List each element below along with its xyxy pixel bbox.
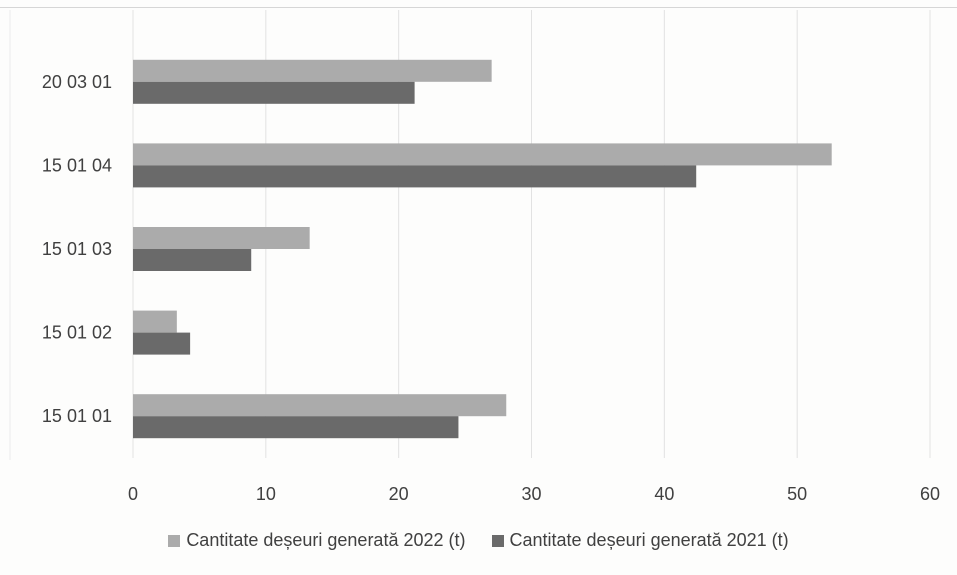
- legend-item-2021: Cantitate deșeuri generată 2021 (t): [491, 530, 789, 551]
- legend-label-2021: Cantitate deșeuri generată 2021 (t): [509, 530, 789, 550]
- bar-20-03-01-series-1: [133, 81, 415, 104]
- category-label-4: 15 01 01: [42, 406, 112, 426]
- legend: Cantitate deșeuri generată 2022 (t) Cant…: [0, 530, 957, 551]
- x-tick-label-40: 40: [654, 484, 674, 504]
- bar-15-01-02-series-0: [133, 310, 177, 333]
- x-tick-label-20: 20: [389, 484, 409, 504]
- bar-15-01-04-series-0: [133, 143, 832, 166]
- bar-15-01-04-series-1: [133, 165, 697, 188]
- x-tick-label-50: 50: [787, 484, 807, 504]
- bar-15-01-02-series-1: [133, 332, 191, 355]
- x-tick-label-60: 60: [920, 484, 940, 504]
- legend-swatch-2022: [168, 534, 181, 547]
- x-tick-labels: 0 10 20 30 40 50 60: [128, 484, 940, 504]
- legend-item-2022: Cantitate deșeuri generată 2022 (t): [168, 530, 466, 551]
- x-tick-label-0: 0: [128, 484, 138, 504]
- bar-15-01-01-series-1: [133, 416, 459, 439]
- bar-20-03-01-series-0: [133, 59, 492, 82]
- legend-swatch-2021: [491, 534, 504, 547]
- bar-15-01-01-series-0: [133, 394, 507, 417]
- bar-15-01-03-series-0: [133, 227, 310, 249]
- category-labels: 20 03 01 15 01 04 15 01 03 15 01 02 15 01 01: [42, 72, 112, 426]
- category-label-0: 20 03 01: [42, 72, 112, 92]
- x-tick-label-30: 30: [521, 484, 541, 504]
- bar-15-01-03-series-1: [133, 249, 252, 271]
- legend-label-2022: Cantitate deșeuri generată 2022 (t): [186, 530, 466, 550]
- bars: [133, 59, 832, 439]
- category-label-1: 15 01 04: [42, 155, 112, 175]
- x-tick-label-10: 10: [256, 484, 276, 504]
- category-label-3: 15 01 02: [42, 323, 112, 343]
- top-divider: [0, 7, 957, 8]
- category-label-2: 15 01 03: [42, 239, 112, 259]
- bar-chart: 20 03 01 15 01 04 15 01 03 15 01 02 15 01 01…: [9, 10, 940, 504]
